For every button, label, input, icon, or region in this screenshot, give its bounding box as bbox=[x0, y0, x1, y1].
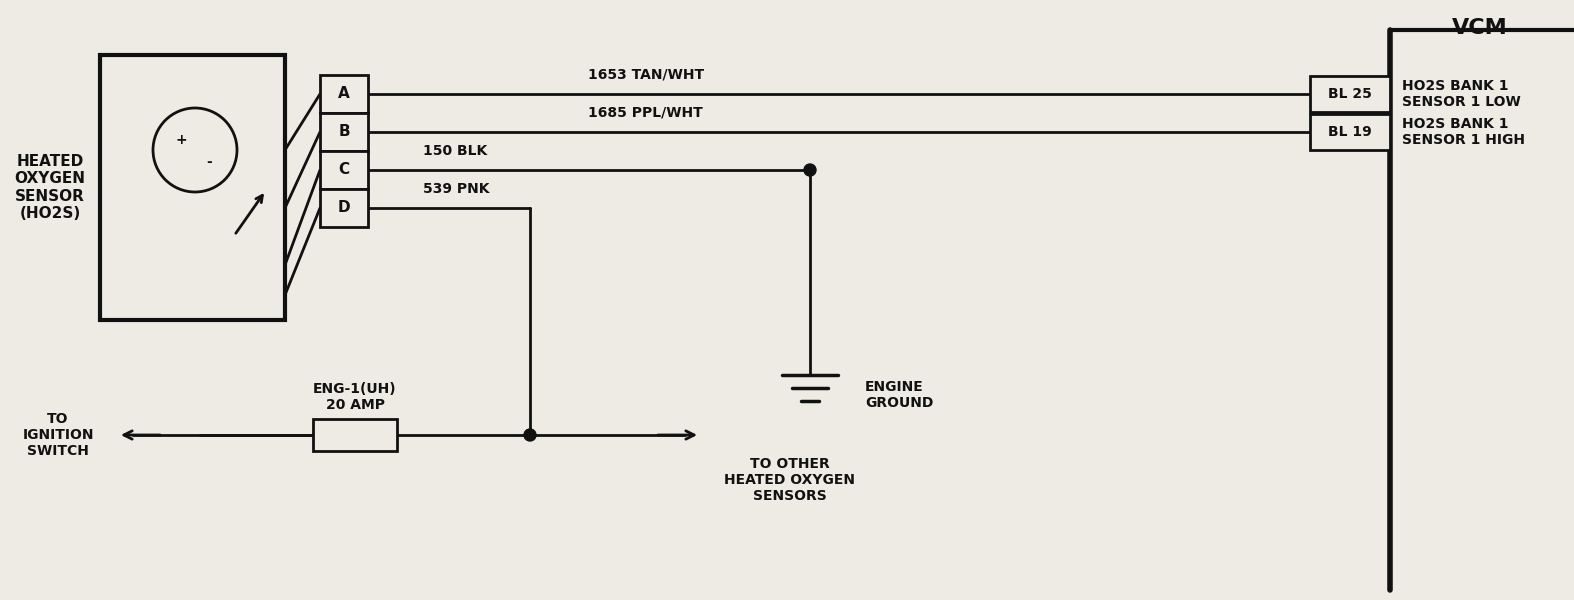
Text: HO2S BANK 1
SENSOR 1 LOW: HO2S BANK 1 SENSOR 1 LOW bbox=[1402, 79, 1520, 109]
Text: 1653 TAN/WHT: 1653 TAN/WHT bbox=[589, 68, 704, 82]
Text: ENG-1(UH)
20 AMP: ENG-1(UH) 20 AMP bbox=[313, 382, 397, 412]
Text: VCM: VCM bbox=[1453, 18, 1508, 38]
Bar bbox=[320, 113, 368, 151]
Text: A: A bbox=[338, 86, 349, 101]
Bar bbox=[320, 189, 368, 227]
Bar bbox=[101, 55, 285, 320]
Text: HEATED
OXYGEN
SENSOR
(HO2S): HEATED OXYGEN SENSOR (HO2S) bbox=[14, 154, 85, 221]
Text: HO2S BANK 1
SENSOR 1 HIGH: HO2S BANK 1 SENSOR 1 HIGH bbox=[1402, 117, 1525, 147]
Text: TO
IGNITION
SWITCH: TO IGNITION SWITCH bbox=[22, 412, 94, 458]
Text: 1685 PPL/WHT: 1685 PPL/WHT bbox=[589, 106, 702, 120]
Circle shape bbox=[524, 429, 537, 441]
Text: B: B bbox=[338, 124, 349, 139]
Text: TO OTHER
HEATED OXYGEN
SENSORS: TO OTHER HEATED OXYGEN SENSORS bbox=[724, 457, 856, 503]
Text: 150 BLK: 150 BLK bbox=[423, 144, 488, 158]
Bar bbox=[320, 75, 368, 113]
Bar bbox=[1310, 114, 1390, 150]
Circle shape bbox=[804, 164, 815, 176]
Bar bbox=[313, 419, 397, 451]
Text: +: + bbox=[175, 133, 187, 147]
Text: ENGINE
GROUND: ENGINE GROUND bbox=[866, 380, 933, 410]
Circle shape bbox=[153, 108, 238, 192]
Bar bbox=[1310, 76, 1390, 112]
Text: C: C bbox=[338, 163, 349, 178]
Text: 539 PNK: 539 PNK bbox=[423, 182, 490, 196]
Text: -: - bbox=[206, 155, 212, 169]
Text: BL 25: BL 25 bbox=[1328, 87, 1373, 101]
Text: D: D bbox=[338, 200, 351, 215]
Bar bbox=[320, 151, 368, 189]
Text: BL 19: BL 19 bbox=[1328, 125, 1373, 139]
